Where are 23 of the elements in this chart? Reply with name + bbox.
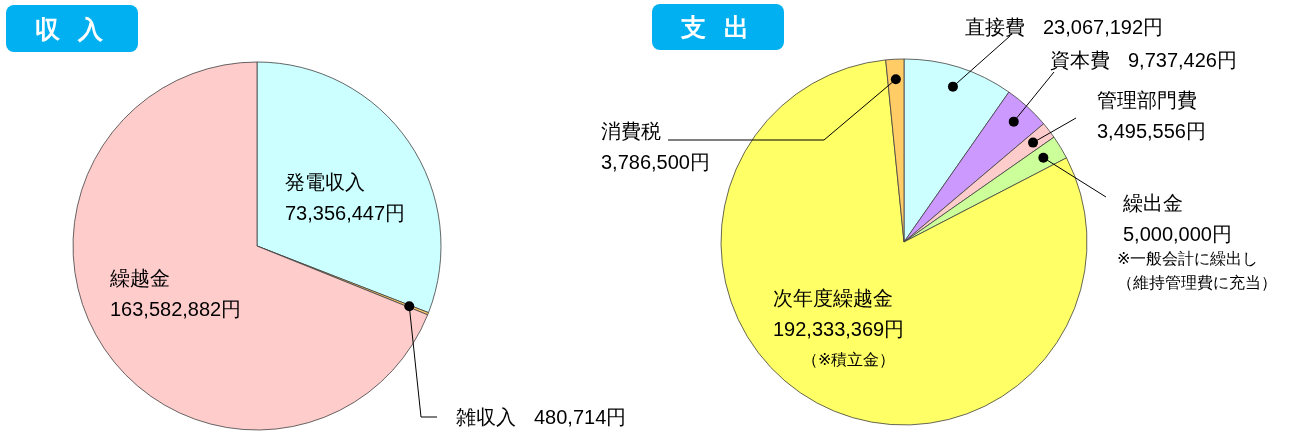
data-label: 480,714円 xyxy=(534,406,627,428)
chart-title: 支 出 xyxy=(679,13,756,41)
data-label: 192,333,369円 xyxy=(773,318,905,340)
chart-title: 収 入 xyxy=(34,14,110,43)
text: ※一般会計に繰出し xyxy=(1117,249,1259,267)
slice-label: 発電収入 xyxy=(285,171,365,193)
text: （維持管理費に充当） xyxy=(1117,273,1277,291)
slice-label: 管理部門費 xyxy=(1097,89,1197,111)
slice-label: 消費税 xyxy=(601,120,661,142)
data-label: 9,737,426円 xyxy=(1128,49,1237,71)
slice-label: 次年度繰越金 xyxy=(773,287,893,309)
slice-label: 直接費 xyxy=(965,16,1025,38)
slice-label: 資本費 xyxy=(1050,49,1110,71)
data-label: 73,356,447円 xyxy=(285,202,406,224)
data-label: 3,495,556円 xyxy=(1097,120,1206,142)
data-label: 23,067,192円 xyxy=(1043,16,1164,38)
slice-label: 繰出金 xyxy=(1122,192,1183,214)
data-label: 163,582,882円 xyxy=(110,298,242,320)
data-label: 3,786,500円 xyxy=(601,151,710,173)
text: （※積立金） xyxy=(802,350,896,368)
slice-label: 雑収入 xyxy=(456,406,516,428)
data-label: 5,000,000円 xyxy=(1123,223,1232,245)
slice-label: 繰越金 xyxy=(109,267,170,289)
